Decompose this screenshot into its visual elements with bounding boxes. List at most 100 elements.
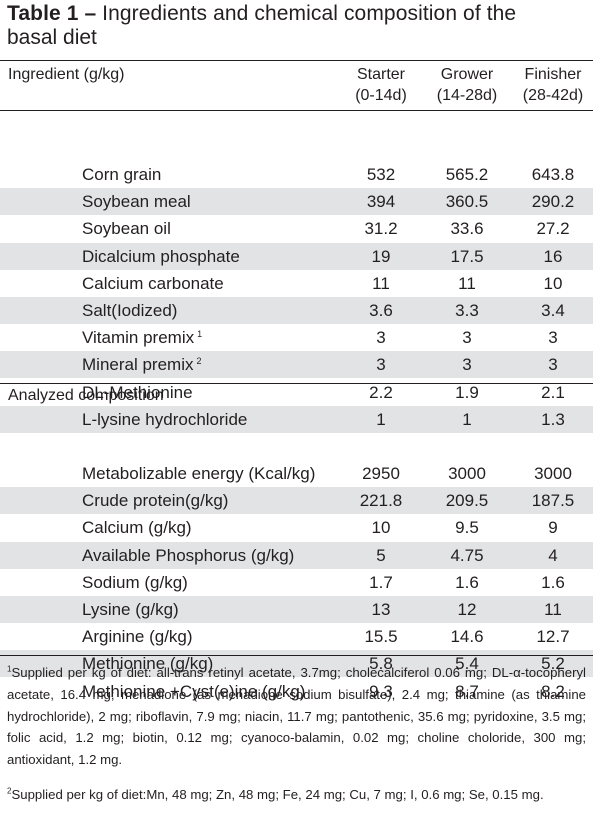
header-grower: Grower (14-28d) bbox=[427, 64, 507, 106]
table-row: Sodium (g/kg) 1.7 1.6 1.6 bbox=[0, 569, 593, 596]
row-name-text: Methionine +Cyst(e)ine (g/kg) bbox=[82, 681, 306, 701]
row-name: Salt(Iodized) bbox=[82, 297, 177, 324]
row-name: Corn grain bbox=[82, 161, 161, 188]
cell-starter: 13 bbox=[371, 600, 391, 619]
row-name: Arginine (g/kg) bbox=[82, 623, 193, 650]
cell-grower: 3000 bbox=[448, 464, 486, 483]
table-row: Vitamin premix 1 3 3 3 bbox=[0, 324, 593, 351]
table-caption-line2: basal diet bbox=[7, 26, 97, 49]
cell-finisher: 27.2 bbox=[536, 219, 570, 239]
cell-finisher: 3.4 bbox=[541, 301, 565, 320]
row-name-text: Calcium (g/kg) bbox=[82, 518, 192, 538]
footnote-2-mark: 2 bbox=[7, 786, 12, 796]
table-row: Corn grain 532 565.2 643.8 bbox=[0, 161, 593, 188]
cell-starter: 2950 bbox=[362, 464, 400, 483]
cell-grower: 1.9 bbox=[455, 382, 479, 402]
table-row: DL-Methionine 2.2 1.9 2.1 bbox=[0, 379, 593, 406]
cell-grower: 12 bbox=[457, 600, 477, 619]
table-row: Lysine (g/kg) 13 12 11 bbox=[0, 596, 593, 623]
header-finisher: Finisher (28-42d) bbox=[513, 64, 593, 106]
row-name-text: Soybean meal bbox=[82, 192, 191, 212]
row-name: Soybean meal bbox=[82, 188, 191, 215]
cell-finisher: 5.2 bbox=[541, 654, 565, 674]
cell-grower: 8.7 bbox=[455, 681, 479, 701]
table-caption: Ingredients and chemical composition of … bbox=[102, 2, 517, 25]
footnote-1-mark: 1 bbox=[7, 664, 12, 674]
row-name: Methionine +Cyst(e)ine (g/kg) bbox=[82, 678, 305, 705]
cell-grower: 11 bbox=[458, 273, 476, 293]
row-name-text: Lysine (g/kg) bbox=[82, 600, 179, 619]
table-row: Salt(Iodized) 3.6 3.3 3.4 bbox=[0, 297, 593, 324]
cell-finisher: 4 bbox=[548, 545, 558, 565]
footnote-1: 1Supplied per kg of diet: all-trans reti… bbox=[7, 662, 586, 771]
row-name-text: Available Phosphorus (g/kg) bbox=[82, 545, 295, 565]
header-finisher-days: (28-42d) bbox=[522, 87, 584, 104]
row-name: DL-Methionine bbox=[82, 379, 193, 406]
section-rule bbox=[0, 383, 593, 384]
row-name-text: Vitamin premix bbox=[82, 328, 195, 348]
row-name-text: Methionine (g/kg) bbox=[82, 654, 214, 674]
row-name: Metabolizable energy (Kcal/kg) bbox=[82, 460, 315, 487]
cell-finisher: 187.5 bbox=[531, 491, 575, 511]
row-name: Vitamin premix 1 bbox=[82, 324, 202, 351]
header-grower-days: (14-28d) bbox=[436, 87, 498, 104]
cell-grower: 3.3 bbox=[455, 301, 479, 320]
table-row: Calcium carbonate 11 11 10 bbox=[0, 270, 593, 297]
cell-starter: 31.2 bbox=[364, 219, 398, 239]
row-name: Soybean oil bbox=[82, 215, 171, 242]
bottom-rule bbox=[0, 655, 593, 656]
cell-grower: 1 bbox=[462, 409, 472, 429]
footnote-marker: 1 bbox=[197, 328, 203, 339]
cell-finisher: 290.2 bbox=[531, 192, 575, 212]
header-starter: Starter (0-14d) bbox=[346, 64, 416, 106]
cell-grower: 209.5 bbox=[445, 491, 489, 511]
cell-finisher: 3 bbox=[548, 328, 558, 348]
cell-grower: 360.5 bbox=[445, 192, 489, 212]
header-starter-days: (0-14d) bbox=[355, 87, 407, 104]
row-name-text: DL-Methionine bbox=[82, 382, 193, 402]
row-name-text: Salt(Iodized) bbox=[82, 301, 178, 320]
cell-starter: 394 bbox=[366, 192, 396, 212]
cell-starter: 19 bbox=[371, 246, 391, 266]
section-label: Analyzed composition bbox=[8, 387, 164, 404]
row-name: Sodium (g/kg) bbox=[82, 569, 188, 596]
footnote-2-text: Supplied per kg of diet:Mn, 48 mg; Zn, 4… bbox=[11, 787, 544, 802]
row-name: Mineral premix 2 bbox=[82, 351, 202, 378]
cell-finisher: 1.6 bbox=[541, 572, 565, 592]
footnote-marker: 2 bbox=[196, 355, 202, 366]
header-starter-label: Starter bbox=[356, 66, 405, 83]
cell-starter: 5.8 bbox=[369, 654, 393, 674]
table-row: Methionine +Cyst(e)ine (g/kg) 9.3 8.7 8.2 bbox=[0, 678, 593, 705]
cell-starter: 11 bbox=[372, 273, 390, 293]
cell-finisher: 11 bbox=[544, 600, 562, 619]
row-name: Calcium carbonate bbox=[82, 270, 224, 297]
row-name-text: Arginine (g/kg) bbox=[82, 627, 193, 647]
row-name: Methionine (g/kg) bbox=[82, 650, 213, 677]
cell-starter: 5 bbox=[376, 545, 386, 565]
cell-grower: 9.5 bbox=[455, 518, 479, 538]
cell-starter: 532 bbox=[366, 165, 396, 184]
table-label: Table 1 – bbox=[7, 2, 97, 25]
row-name-text: Sodium (g/kg) bbox=[82, 572, 188, 592]
row-name-text: Dicalcium phosphate bbox=[82, 246, 240, 266]
table-row: Dicalcium phosphate 19 17.5 16 bbox=[0, 242, 593, 270]
header-ingredient: Ingredient (g/kg) bbox=[8, 66, 125, 83]
cell-starter: 15.5 bbox=[364, 627, 398, 647]
row-name: Crude protein(g/kg) bbox=[82, 487, 228, 514]
table-row: Mineral premix 2 3 3 3 bbox=[0, 351, 593, 379]
cell-finisher: 2.1 bbox=[541, 382, 565, 402]
cell-starter: 3.6 bbox=[369, 301, 393, 320]
cell-starter: 10 bbox=[371, 518, 391, 538]
cell-grower: 33.6 bbox=[450, 219, 484, 239]
cell-finisher: 12.7 bbox=[536, 627, 570, 647]
table-row: L-lysine hydrochloride 1 1 1.3 bbox=[0, 405, 593, 433]
row-name-text: Soybean oil bbox=[82, 219, 171, 239]
cell-starter: 1.7 bbox=[369, 572, 393, 592]
cell-grower: 3 bbox=[462, 328, 472, 348]
row-name: Calcium (g/kg) bbox=[82, 514, 192, 541]
cell-grower: 3 bbox=[462, 355, 472, 375]
cell-starter: 221.8 bbox=[359, 491, 403, 511]
row-name-text: Crude protein(g/kg) bbox=[82, 491, 229, 511]
row-name: L-lysine hydrochloride bbox=[82, 406, 247, 433]
